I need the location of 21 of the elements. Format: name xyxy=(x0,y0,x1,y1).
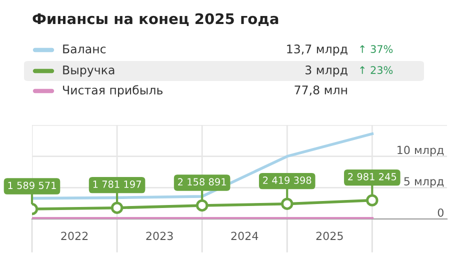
legend-label: Баланс xyxy=(63,44,106,54)
text: 77,8 млн xyxy=(294,85,347,96)
x-tick-label: 2022 xyxy=(61,232,88,240)
legend-label: Чистая прибыль xyxy=(63,85,163,97)
annotation: 2 981 245 xyxy=(348,173,396,180)
text: ↑ 23% xyxy=(360,66,393,74)
text: 13,7 млрд xyxy=(287,44,348,56)
y-tick-label: 5 млрд xyxy=(404,177,444,188)
y-tick-label: 10 млрд xyxy=(398,146,444,156)
y-tick-label: 0 xyxy=(438,208,444,217)
text: ↑ 37% xyxy=(360,45,393,54)
x-tick-label: 2023 xyxy=(146,232,173,240)
legend-label: Выручка xyxy=(63,66,114,77)
annotation: 2 419 398 xyxy=(263,176,312,184)
x-tick-label: 2024 xyxy=(231,232,258,240)
annotation: 1 781 197 xyxy=(93,180,141,188)
x-tick-label: 2025 xyxy=(316,232,343,240)
text: 3 млрд xyxy=(306,65,348,77)
annotation: 1 589 571 xyxy=(8,182,56,190)
chart-title: Финансы на конец 2025 года xyxy=(32,13,278,26)
annotation: 2 158 891 xyxy=(178,178,226,186)
